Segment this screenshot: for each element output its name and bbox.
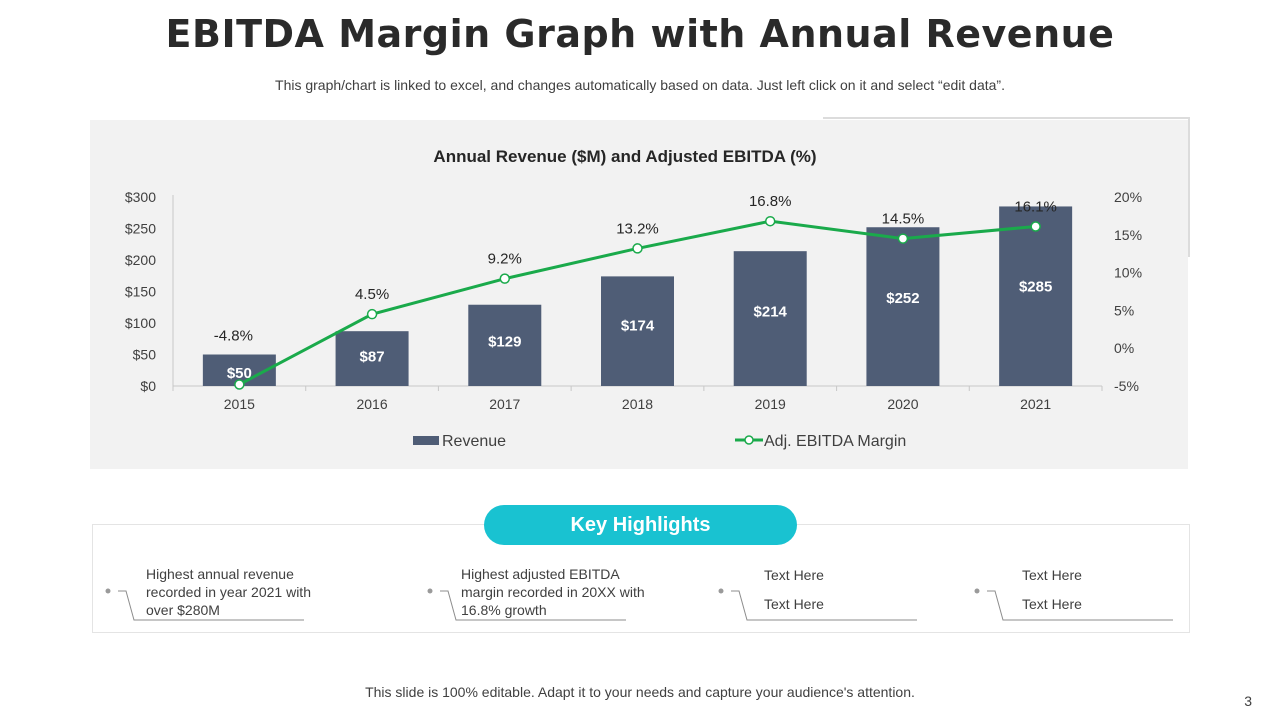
decor-line-vertical xyxy=(1188,117,1190,257)
y-left-tick-label: $250 xyxy=(125,221,156,237)
y-right-tick-label: 0% xyxy=(1114,340,1134,356)
slide-title: EBITDA Margin Graph with Annual Revenue xyxy=(165,12,1115,56)
highlight-text-line: Text Here xyxy=(764,567,824,583)
y-right-tick-label: 5% xyxy=(1114,302,1134,318)
x-tick-label: 2015 xyxy=(224,396,255,412)
x-tick-label: 2019 xyxy=(755,396,786,412)
ebitda-margin-label: 9.2% xyxy=(488,251,522,268)
revenue-bar[interactable] xyxy=(335,331,409,386)
revenue-bar-label: $285 xyxy=(1019,278,1052,295)
page-number: 3 xyxy=(1244,693,1252,709)
ebitda-margin-label: -4.8% xyxy=(214,327,253,344)
y-right-tick-label: 10% xyxy=(1114,265,1142,281)
combo-chart[interactable]: Annual Revenue ($M) and Adjusted EBITDA … xyxy=(90,120,1188,469)
revenue-bar[interactable] xyxy=(733,251,807,386)
slide-subtitle: This graph/chart is linked to excel, and… xyxy=(275,77,1005,93)
revenue-bar-label: $87 xyxy=(360,348,385,365)
chart-panel[interactable]: Annual Revenue ($M) and Adjusted EBITDA … xyxy=(90,120,1188,469)
revenue-bar-label: $252 xyxy=(886,290,919,307)
ebitda-margin-point[interactable] xyxy=(499,273,511,284)
y-right-tick-label: -5% xyxy=(1114,378,1139,394)
ebitda-margin-point[interactable] xyxy=(764,215,776,227)
chart-title: Annual Revenue ($M) and Adjusted EBITDA … xyxy=(433,147,816,166)
highlight-text-line: Text Here xyxy=(764,596,824,612)
x-tick-label: 2020 xyxy=(887,396,918,412)
highlight-text-line: margin recorded in 20XX with xyxy=(461,584,645,600)
legend-revenue-swatch xyxy=(413,436,439,445)
x-tick-label: 2021 xyxy=(1020,396,1051,412)
decor-line-horizontal xyxy=(823,117,1190,119)
highlight-text-line: Text Here xyxy=(1022,596,1082,612)
revenue-bar[interactable] xyxy=(999,206,1073,386)
ebitda-margin-label: 4.5% xyxy=(355,286,389,303)
revenue-bar[interactable] xyxy=(601,276,674,386)
legend-ebitda-marker xyxy=(744,435,754,445)
x-tick-label: 2018 xyxy=(622,396,653,412)
highlight-text-line: over $280M xyxy=(146,602,220,618)
y-left-tick-label: $300 xyxy=(125,189,156,205)
highlight-text-line: recorded in year 2021 with xyxy=(146,584,311,600)
ebitda-margin-label: 16.1% xyxy=(1014,198,1057,215)
y-left-tick-label: $200 xyxy=(125,252,156,268)
key-highlights-heading: Key Highlights xyxy=(484,505,797,545)
highlight-text: Highest adjusted EBITDA margin recorded i… xyxy=(461,565,645,619)
revenue-bar-label: $214 xyxy=(754,304,788,321)
legend-revenue-label: Revenue xyxy=(442,433,506,450)
ebitda-margin-label: 14.5% xyxy=(882,211,925,228)
ebitda-margin-point[interactable] xyxy=(366,308,378,320)
highlight-text: Highest annual revenue recorded in year 2… xyxy=(146,565,311,619)
ebitda-margin-label: 13.2% xyxy=(616,220,659,237)
highlight-text-line: Highest annual revenue xyxy=(146,566,294,582)
revenue-bar-label: $129 xyxy=(488,333,521,350)
y-left-tick-label: $150 xyxy=(125,284,156,300)
y-left-tick-label: $0 xyxy=(140,378,156,394)
y-right-tick-label: 20% xyxy=(1114,189,1142,205)
highlight-text-line: Highest adjusted EBITDA xyxy=(461,566,620,582)
revenue-bar[interactable] xyxy=(866,227,940,386)
highlight-text: Text Here Text Here xyxy=(764,566,824,613)
ebitda-margin-point[interactable] xyxy=(897,233,909,244)
y-right-tick-label: 15% xyxy=(1114,227,1142,243)
highlight-text: Text Here Text Here xyxy=(1022,566,1082,613)
legend-ebitda-label: Adj. EBITDA Margin xyxy=(764,433,906,450)
ebitda-margin-point[interactable] xyxy=(234,379,245,390)
ebitda-margin-label: 16.8% xyxy=(749,193,792,210)
revenue-bar-label: $174 xyxy=(621,318,655,335)
x-tick-label: 2017 xyxy=(489,396,520,412)
highlight-text-line: Text Here xyxy=(1022,567,1082,583)
revenue-bar[interactable] xyxy=(468,304,542,386)
y-left-tick-label: $100 xyxy=(125,315,156,331)
y-left-tick-label: $50 xyxy=(133,347,157,363)
ebitda-margin-point[interactable] xyxy=(632,243,643,254)
x-tick-label: 2016 xyxy=(356,396,387,412)
highlight-text-line: 16.8% growth xyxy=(461,602,547,618)
slide-footer: This slide is 100% editable. Adapt it to… xyxy=(365,684,915,700)
revenue-bar-label: $50 xyxy=(227,365,252,382)
ebitda-margin-point[interactable] xyxy=(1030,221,1041,232)
